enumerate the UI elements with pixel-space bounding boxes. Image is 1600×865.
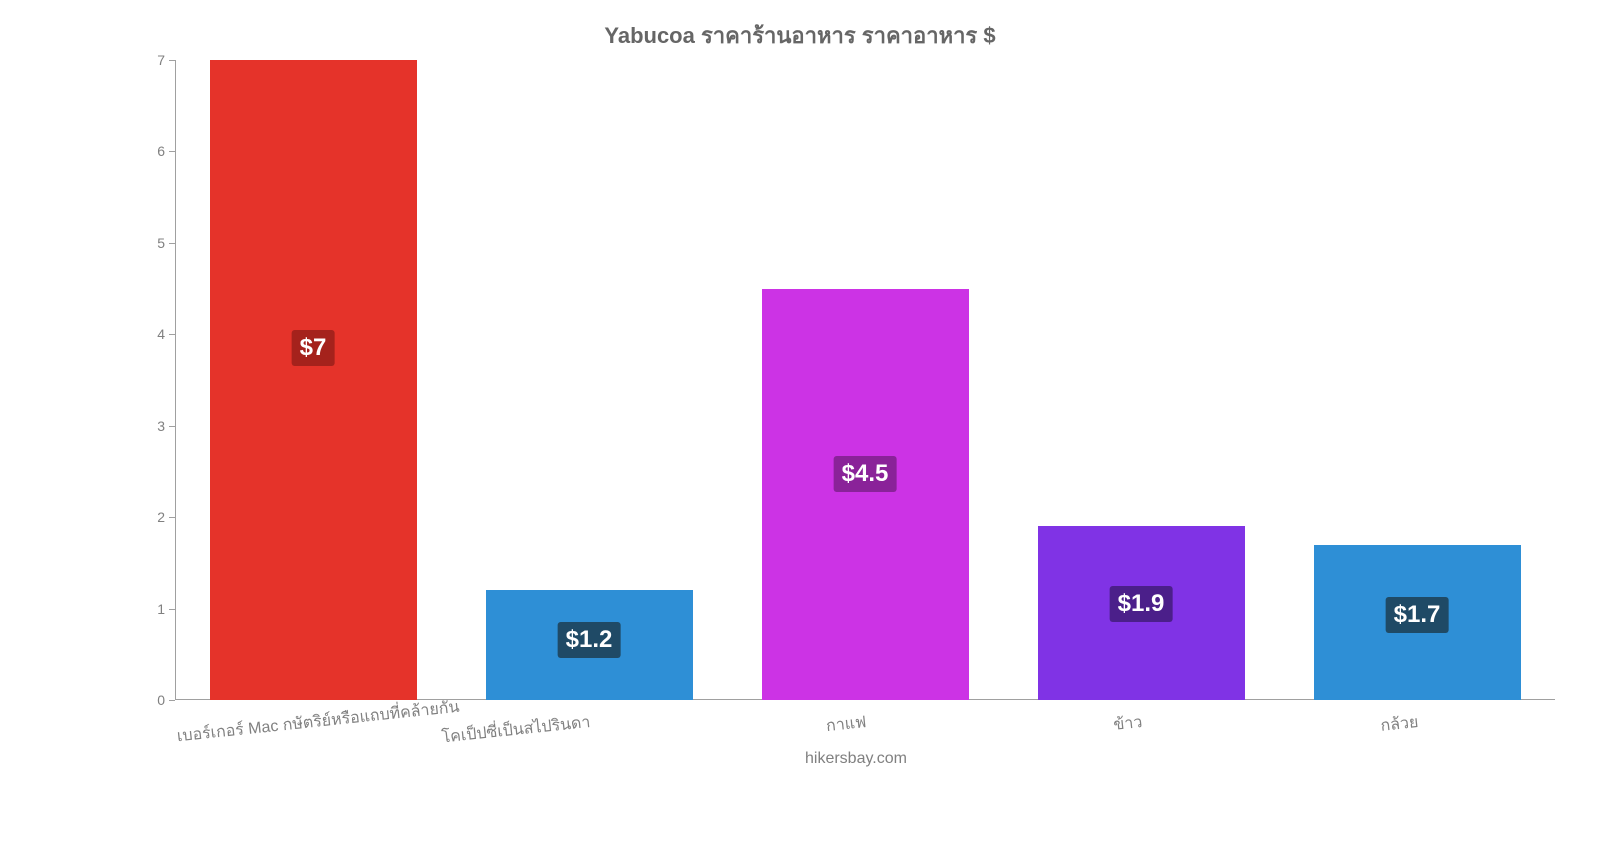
y-tick bbox=[169, 426, 175, 427]
y-tick-label: 0 bbox=[157, 692, 165, 708]
y-tick bbox=[169, 151, 175, 152]
bar bbox=[210, 60, 417, 700]
y-tick bbox=[169, 700, 175, 701]
value-label: $7 bbox=[292, 330, 335, 366]
chart-title: Yabucoa ราคาร้านอาหาร ราคาอาหาร $ bbox=[0, 18, 1600, 53]
value-label: $1.7 bbox=[1386, 597, 1449, 633]
y-tick-label: 2 bbox=[157, 509, 165, 525]
y-tick bbox=[169, 334, 175, 335]
y-tick-label: 6 bbox=[157, 143, 165, 159]
bar bbox=[762, 289, 969, 700]
y-axis bbox=[175, 60, 176, 700]
plot-area: 01234567 $7$1.2$4.5$1.9$1.7 เบอร์เกอร์ M… bbox=[175, 60, 1555, 700]
y-tick bbox=[169, 60, 175, 61]
y-tick-label: 3 bbox=[157, 418, 165, 434]
y-tick bbox=[169, 609, 175, 610]
attribution-text: hikersbay.com bbox=[805, 750, 907, 768]
y-tick-label: 5 bbox=[157, 235, 165, 251]
y-tick-label: 4 bbox=[157, 326, 165, 342]
y-tick bbox=[169, 243, 175, 244]
value-label: $1.9 bbox=[1110, 586, 1173, 622]
value-label: $1.2 bbox=[558, 622, 621, 658]
y-tick-label: 7 bbox=[157, 52, 165, 68]
y-tick bbox=[169, 517, 175, 518]
y-tick-label: 1 bbox=[157, 601, 165, 617]
value-label: $4.5 bbox=[834, 456, 897, 492]
